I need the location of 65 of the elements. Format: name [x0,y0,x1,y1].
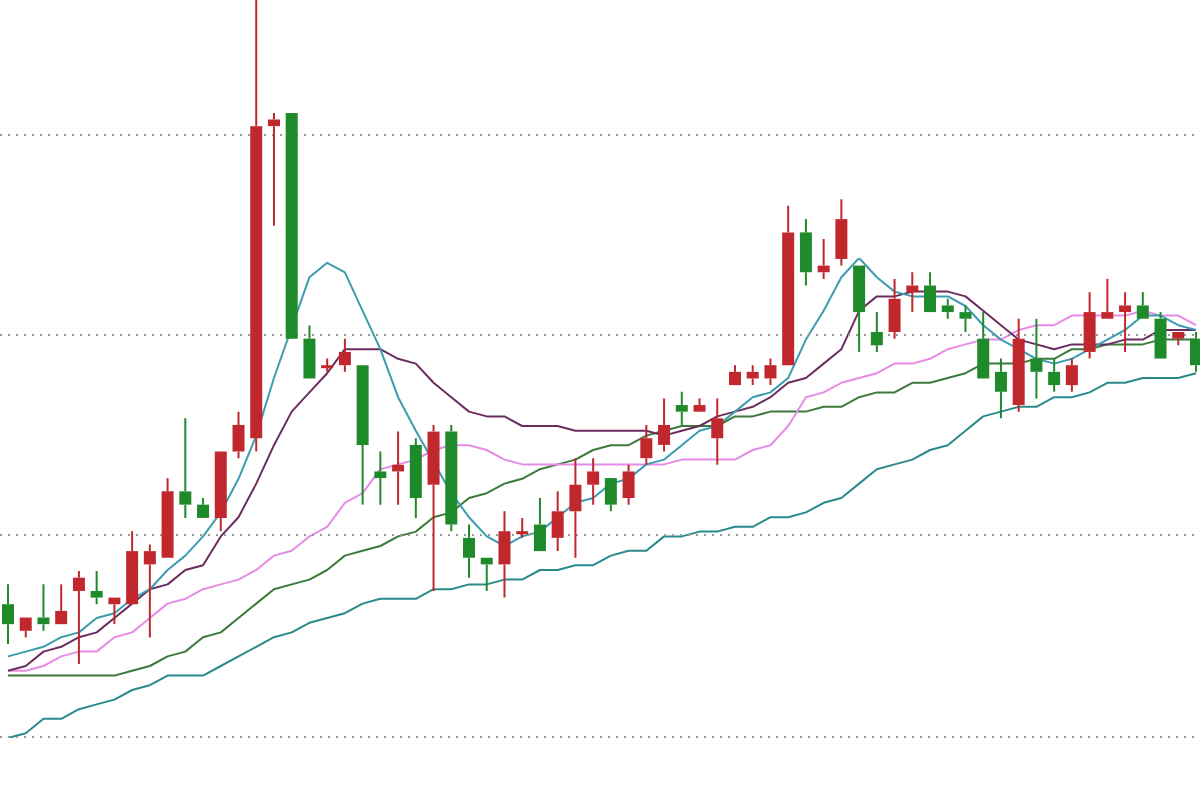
candlestick [569,457,582,559]
candlestick [19,617,32,639]
candlestick [658,397,671,453]
candlestick [1083,291,1096,360]
candlestick [604,478,617,513]
candlestick [924,271,937,313]
candlestick [214,451,227,533]
candlestick [250,0,263,453]
candlestick [197,497,210,518]
candlestick [1136,291,1149,319]
candlestick [1030,317,1043,400]
candlestick [746,364,759,387]
candlestick [179,417,192,519]
candlestick [941,297,954,320]
candlestick [1012,317,1025,413]
candlestick [817,238,830,280]
candlestick [374,450,387,506]
candlestick [1154,311,1167,359]
candlestick [640,423,653,466]
candlestick [764,357,777,387]
candlestick [480,557,493,592]
candlestick [675,390,688,426]
candlestick [835,198,848,267]
candlestick [994,357,1007,420]
candlestick [409,437,422,519]
candlestick [303,324,316,379]
candlestick [888,277,901,340]
candlestick [463,523,476,579]
candlestick [1190,331,1200,373]
candlestick [267,111,280,227]
candlestick [338,337,351,373]
candlestick [728,364,741,386]
candlestick [799,218,812,287]
candlestick [498,510,511,599]
candlestick [1101,277,1114,319]
candlestick [977,311,990,379]
candlestick [427,423,440,592]
candlestick [1048,357,1061,393]
candlestick [392,430,405,506]
candlestick [37,583,50,632]
candlestick [161,477,174,558]
candlestick [711,397,724,466]
candlestick [90,570,103,606]
candlestick [622,463,635,506]
candlestick [853,265,866,353]
candlestick [2,583,14,646]
candlestick [782,204,795,366]
candlestick [693,397,706,412]
candlestick [232,410,245,460]
candlestick [1065,357,1078,393]
candlestick [906,271,919,314]
candlestick [72,570,85,665]
candlestick [551,490,564,553]
candlestick [587,457,600,506]
candlestick [445,423,458,533]
candlestick [55,583,68,625]
candlestick [1172,332,1185,347]
candlestick [1119,291,1132,353]
candlestick [356,365,369,506]
candlestick [126,530,139,605]
candlestick [516,516,529,539]
candlestick [870,311,883,353]
candlestick [959,304,972,333]
candlestick [143,543,156,639]
candlestick [533,497,546,552]
